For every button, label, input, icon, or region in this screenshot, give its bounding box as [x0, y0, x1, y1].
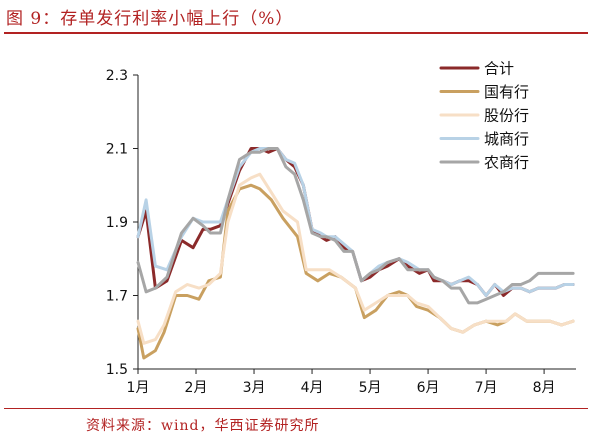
x-tick-label: 4月 — [301, 380, 324, 396]
chart-title: 图 9：存单发行利率小幅上行（%） — [6, 9, 294, 29]
source-rule — [4, 408, 588, 409]
series-layer — [136, 147, 575, 360]
source-note: 资料来源：wind，华西证券研究所 — [86, 418, 320, 434]
y-tick-label: 2.1 — [106, 142, 128, 158]
x-tick-label: 2月 — [185, 380, 208, 396]
legend-label-3: 股份行 — [484, 107, 529, 125]
axes: 1.5 1.7 1.9 2.1 2.3 1月 2月 3月 4月 5月 6月 7月 8月 — [106, 68, 576, 396]
series-line-5 — [136, 147, 575, 305]
y-tick-label: 1.9 — [106, 215, 128, 231]
legend-label-1: 合计 — [484, 60, 514, 78]
legend-label-5: 农商行 — [484, 154, 529, 172]
title-rule — [4, 32, 588, 34]
line-chart: 1.5 1.7 1.9 2.1 2.3 1月 2月 3月 4月 5月 6月 7月 8月 合计国有行股份行… — [106, 60, 576, 396]
series-line-2 — [136, 183, 575, 360]
legend-label-2: 国有行 — [484, 83, 529, 101]
y-tick-label: 1.7 — [106, 289, 128, 305]
x-tick-label: 1月 — [127, 380, 150, 396]
x-tick-label: 6月 — [417, 380, 440, 396]
x-tick-label: 3月 — [243, 380, 266, 396]
legend-label-4: 城商行 — [484, 130, 529, 148]
x-tick-label: 7月 — [475, 380, 498, 396]
y-tick-label: 2.3 — [106, 68, 128, 84]
series-line-3 — [136, 172, 575, 345]
y-tick-label: 1.5 — [106, 362, 128, 378]
x-tick-label: 5月 — [359, 380, 382, 396]
x-tick-label: 8月 — [533, 380, 556, 396]
